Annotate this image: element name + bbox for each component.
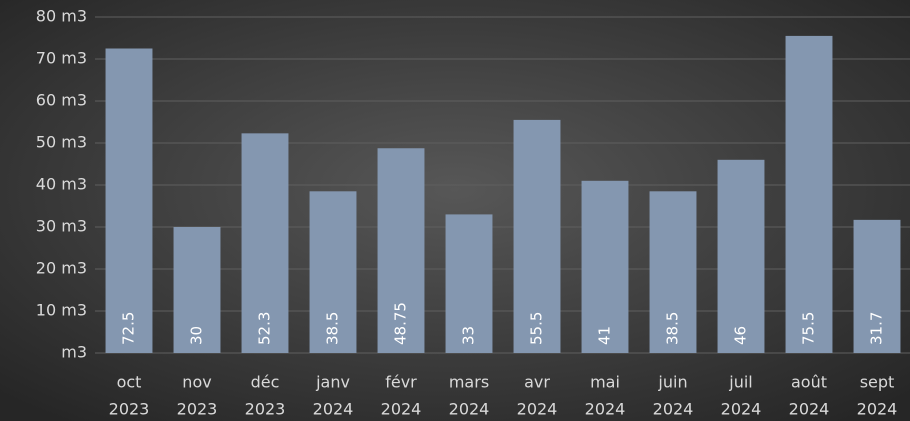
y-tick-label: 60 m3 <box>36 91 87 110</box>
x-tick-label: 2024 <box>789 400 830 419</box>
data-label: 30 <box>188 326 206 345</box>
x-tick-label: 2024 <box>449 400 490 419</box>
bar <box>105 48 153 353</box>
data-label: 38.5 <box>324 312 342 345</box>
y-tick-label: 20 m3 <box>36 259 87 278</box>
data-label: 72.5 <box>120 312 138 345</box>
data-label: 46 <box>732 326 750 345</box>
x-tick-label: déc <box>251 373 280 392</box>
x-tick-label: 2024 <box>517 400 558 419</box>
x-tick-label: avr <box>524 373 550 392</box>
bar <box>173 227 221 353</box>
bar <box>717 159 765 353</box>
data-label: 33 <box>460 326 478 345</box>
bar <box>649 191 697 353</box>
y-tick-label: 70 m3 <box>36 49 87 68</box>
data-label: 55.5 <box>528 312 546 345</box>
y-tick-label: 50 m3 <box>36 133 87 152</box>
y-tick-label: 40 m3 <box>36 175 87 194</box>
bar <box>241 133 289 353</box>
x-tick-label: nov <box>182 373 211 392</box>
x-tick-label: 2024 <box>313 400 354 419</box>
x-tick-label: mars <box>449 373 489 392</box>
x-tick-label: 2024 <box>857 400 898 419</box>
x-tick-label: juin <box>657 373 687 392</box>
bar <box>445 214 493 353</box>
y-tick-label: 80 m3 <box>36 7 87 26</box>
x-tick-label: 2024 <box>653 400 694 419</box>
bar <box>377 148 425 353</box>
bar <box>853 219 901 353</box>
x-tick-label: 2023 <box>109 400 150 419</box>
x-tick-label: juil <box>728 373 752 392</box>
x-tick-label: janv <box>315 373 350 392</box>
x-tick-label: oct <box>117 373 142 392</box>
x-tick-label: 2024 <box>381 400 422 419</box>
x-tick-label: 2023 <box>245 400 286 419</box>
x-tick-label: sept <box>860 373 895 392</box>
y-tick-label: m3 <box>61 343 87 362</box>
data-label: 38.5 <box>664 312 682 345</box>
y-tick-label: 30 m3 <box>36 217 87 236</box>
data-label: 48.75 <box>392 302 410 345</box>
bar <box>309 191 357 353</box>
data-label: 41 <box>596 326 614 345</box>
x-tick-label: 2023 <box>177 400 218 419</box>
data-label: 75.5 <box>800 312 818 345</box>
data-label: 52.3 <box>256 312 274 345</box>
y-tick-label: 10 m3 <box>36 301 87 320</box>
x-tick-label: 2024 <box>721 400 762 419</box>
bar <box>581 180 629 353</box>
bar <box>513 119 561 354</box>
x-tick-label: août <box>791 373 827 392</box>
data-label: 31.7 <box>868 312 886 345</box>
x-tick-label: 2024 <box>585 400 626 419</box>
x-tick-label: mai <box>590 373 620 392</box>
x-tick-label: févr <box>385 373 417 392</box>
bar <box>785 35 833 354</box>
